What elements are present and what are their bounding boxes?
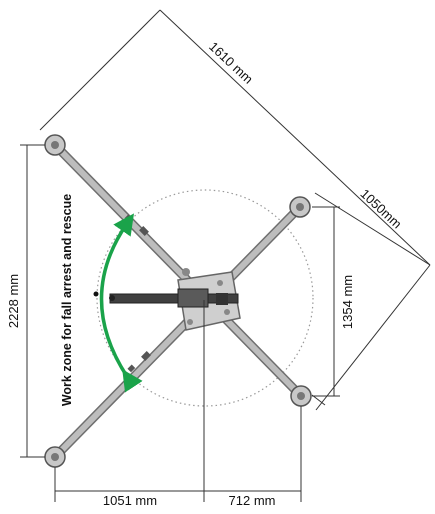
arm-long	[50, 140, 306, 401]
dim-label-712: 712 mm	[229, 493, 276, 508]
dim-label-1051: 1051 mm	[103, 493, 157, 508]
foot-top-right	[289, 196, 311, 218]
dim-bottom	[54, 300, 302, 502]
work-zone-arrow	[99, 213, 143, 393]
dim-label-1610: 1610 mm	[206, 39, 256, 87]
dim-label-1050: 1050mm	[357, 186, 404, 231]
arm-short	[50, 202, 305, 462]
dim-2228	[20, 144, 45, 458]
dim-1354	[312, 206, 340, 397]
work-zone-label: Work zone for fall arrest and rescue	[60, 194, 74, 406]
foot-bottom-right	[290, 385, 312, 407]
dim-label-1354: 1354 mm	[340, 275, 355, 329]
working-radius-circle	[96, 189, 314, 407]
boom-arm	[93, 288, 239, 308]
dim-1050	[311, 264, 431, 411]
foot-top-left	[44, 134, 66, 156]
foot-bottom-left	[44, 446, 66, 468]
dim-1610	[39, 9, 431, 266]
dim-label-2228: 2228 mm	[6, 274, 21, 328]
